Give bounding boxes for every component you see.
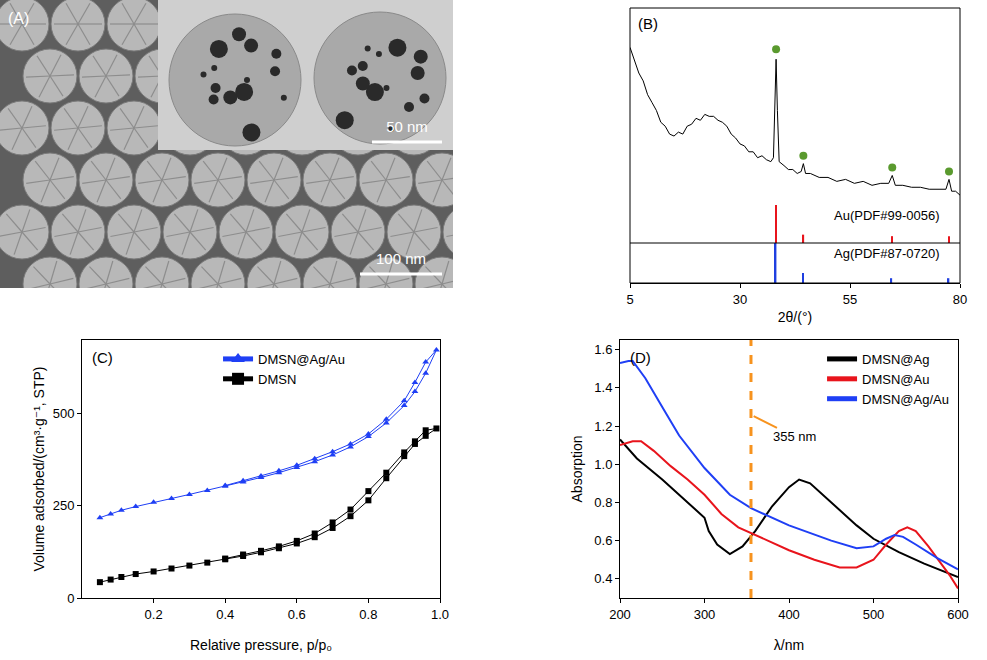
svg-text:250: 250 xyxy=(53,498,75,513)
svg-text:0.8: 0.8 xyxy=(359,607,377,622)
svg-text:100 nm: 100 nm xyxy=(376,250,426,267)
svg-text:(C): (C) xyxy=(92,349,113,366)
svg-text:(A): (A) xyxy=(8,10,29,27)
svg-text:DMSN: DMSN xyxy=(258,372,296,387)
svg-text:1.2: 1.2 xyxy=(594,419,612,434)
svg-text:0.2: 0.2 xyxy=(145,607,163,622)
svg-text:Au(PDF#99-0056): Au(PDF#99-0056) xyxy=(834,208,940,223)
svg-text:50 nm: 50 nm xyxy=(386,118,428,135)
svg-text:500: 500 xyxy=(53,406,75,421)
svg-text:600: 600 xyxy=(947,607,969,622)
svg-text:λ/nm: λ/nm xyxy=(774,637,804,653)
svg-text:300: 300 xyxy=(694,607,716,622)
svg-text:0.6: 0.6 xyxy=(288,607,306,622)
svg-text:1.0: 1.0 xyxy=(431,607,449,622)
svg-text:Absorption: Absorption xyxy=(569,436,585,503)
svg-text:30: 30 xyxy=(733,292,747,307)
svg-text:DMSN@Ag: DMSN@Ag xyxy=(862,352,929,367)
svg-text:DMSN@Ag/Au: DMSN@Ag/Au xyxy=(258,352,345,367)
svg-text:0.4: 0.4 xyxy=(594,571,612,586)
svg-text:500: 500 xyxy=(863,607,885,622)
svg-text:DMSN@Au: DMSN@Au xyxy=(862,372,929,387)
svg-text:5: 5 xyxy=(626,292,633,307)
svg-text:Volume adsorbed/(cm³·g⁻¹, STP): Volume adsorbed/(cm³·g⁻¹, STP) xyxy=(31,366,47,571)
svg-text:0.4: 0.4 xyxy=(216,607,234,622)
svg-text:1.4: 1.4 xyxy=(594,380,612,395)
svg-text:200: 200 xyxy=(609,607,631,622)
svg-text:355 nm: 355 nm xyxy=(773,429,816,444)
svg-text:55: 55 xyxy=(843,292,857,307)
svg-text:0.8: 0.8 xyxy=(594,495,612,510)
svg-text:80: 80 xyxy=(953,292,967,307)
svg-text:(D): (D) xyxy=(630,349,651,366)
svg-text:Ag(PDF#87-0720): Ag(PDF#87-0720) xyxy=(834,246,940,261)
svg-text:(B): (B) xyxy=(638,15,658,32)
svg-text:1.0: 1.0 xyxy=(594,457,612,472)
svg-text:1.6: 1.6 xyxy=(594,342,612,357)
svg-text:0.6: 0.6 xyxy=(594,533,612,548)
svg-text:2θ/(°): 2θ/(°) xyxy=(778,309,812,325)
svg-text:0: 0 xyxy=(67,591,74,606)
svg-text:400: 400 xyxy=(778,607,800,622)
svg-text:Relative pressure, p/p₀: Relative pressure, p/p₀ xyxy=(190,637,332,653)
svg-text:DMSN@Ag/Au: DMSN@Ag/Au xyxy=(862,392,949,407)
